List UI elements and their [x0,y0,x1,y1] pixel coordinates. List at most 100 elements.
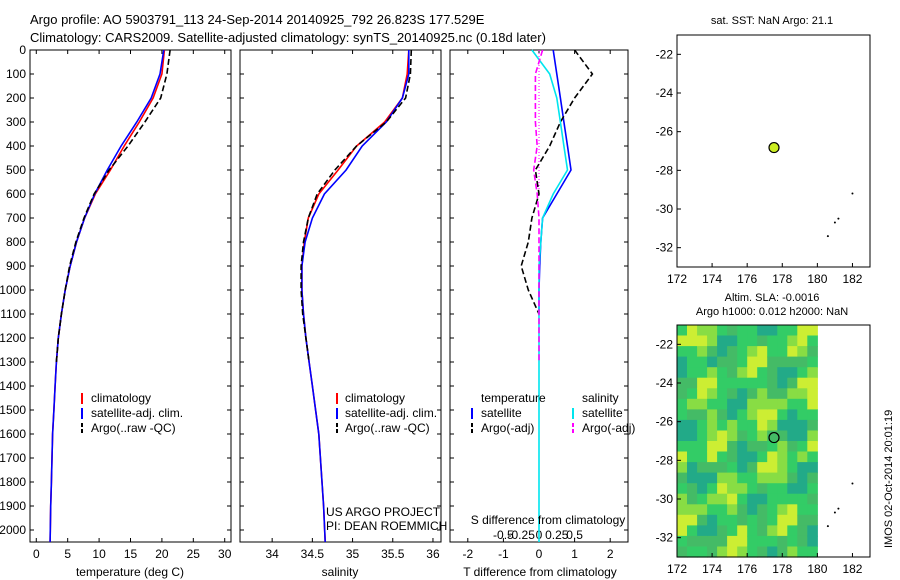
heatmap-cell [707,483,718,495]
y-tick-label: 800 [6,235,26,249]
heatmap-cell [727,546,738,558]
heatmap-cell [797,525,808,537]
heatmap-cell [677,346,688,358]
heatmap-cell [757,356,768,368]
heatmap-cell [757,430,768,442]
y-tick-label: 1100 [0,307,26,321]
heatmap-cell [737,483,748,495]
heatmap-cell [707,419,718,431]
y-tick-label: 100 [6,67,26,81]
heatmap-cell [807,472,818,484]
heatmap-cell [747,441,758,453]
heatmap-cell [807,535,818,547]
heatmap-cell [737,535,748,547]
series-line-2-3 [532,49,544,362]
heatmap-cell [757,441,768,453]
heatmap-cell [707,504,718,516]
heatmap-cell [777,514,788,526]
legend-label-argo: Argo(..raw -QC) [91,421,176,435]
heatmap-cell [707,493,718,505]
heatmap-cell [807,451,818,463]
heatmap-cell [687,430,698,442]
x-tick-label: 0 [536,547,543,561]
heatmap-cell [777,367,788,379]
heatmap-cell [787,430,798,442]
heatmap-cell [757,451,768,463]
heatmap-cell [747,451,758,463]
x-tick-label: 178 [772,562,792,576]
y-tick-label: 400 [6,139,26,153]
heatmap-cell [727,325,738,337]
x-tick-label: 35.5 [381,547,405,561]
heatmap-cell [797,430,808,442]
heatmap-cell [697,356,708,368]
heatmap-cell [777,430,788,442]
heatmap-cell [767,346,778,358]
heatmap-cell [807,409,818,421]
heatmap-cell [747,377,758,389]
heatmap-cell [697,346,708,358]
heatmap-cell [727,419,738,431]
heatmap-cell [777,451,788,463]
x-tick-label: 5 [64,547,71,561]
heatmap-cell [707,451,718,463]
heatmap-cell [717,483,728,495]
heatmap-cell [717,546,728,558]
heatmap-cell [787,335,798,347]
heatmap-cell [757,409,768,421]
heatmap-cell [707,525,718,537]
y-tick-label: -32 [656,241,674,255]
side-label: IMOS 02-Oct-2014 20:01:19 [883,410,895,548]
heatmap-cell [737,514,748,526]
heatmap-cell [687,504,698,516]
heatmap-cell [697,388,708,400]
x-tick-label: 172 [667,562,687,576]
x-tick-label: 30 [218,547,232,561]
heatmap-cell [787,525,798,537]
series-line-2-1 [520,49,594,315]
heatmap-cell [787,346,798,358]
heatmap-cell [677,462,688,474]
top-x-tick-label: 0.5 [566,528,583,542]
heatmap-cell [757,504,768,516]
series-line-2-2 [531,49,569,542]
y-tick-label: 300 [6,115,26,129]
salinity-panel [239,49,442,543]
heatmap-cell [737,462,748,474]
heatmap-cell [737,546,748,558]
x-tick-label: 10 [92,547,106,561]
heatmap-cell [807,514,818,526]
heatmap-cell [797,356,808,368]
map2-title1: Altim. SLA: -0.0016 [725,292,820,304]
y-tick-label: 1300 [0,355,26,369]
heatmap-cell [707,514,718,526]
heatmap-cell [677,483,688,495]
heatmap-cell [697,525,708,537]
heatmap-cell [747,504,758,516]
x-tick-label: 182 [842,562,862,576]
legend-label-satellite: satellite-adj. clim. [91,406,183,420]
heatmap-cell [767,335,778,347]
heatmap-cell [737,377,748,389]
heatmap-cell [777,398,788,410]
y-tick-label: 1600 [0,427,26,441]
heatmap-cell [697,367,708,379]
heatmap-cell [697,546,708,558]
heatmap-cell [797,451,808,463]
heatmap-cell [807,430,818,442]
heatmap-cell [717,367,728,379]
heatmap-cell [797,419,808,431]
y-tick-label: -22 [656,337,674,351]
island-dot [851,482,854,485]
heatmap-cell [737,409,748,421]
heatmap-cell [727,535,738,547]
heatmap-cell [687,356,698,368]
heatmap-cell [747,525,758,537]
heatmap-cell [787,535,798,547]
salinity-legend: climatology satellite-adj. clim. Argo(..… [336,391,437,435]
heatmap-cell [727,451,738,463]
heatmap-cell [767,398,778,410]
y-tick-label: -28 [656,453,674,467]
heatmap-cell [717,388,728,400]
x-tick-label: 36 [426,547,440,561]
